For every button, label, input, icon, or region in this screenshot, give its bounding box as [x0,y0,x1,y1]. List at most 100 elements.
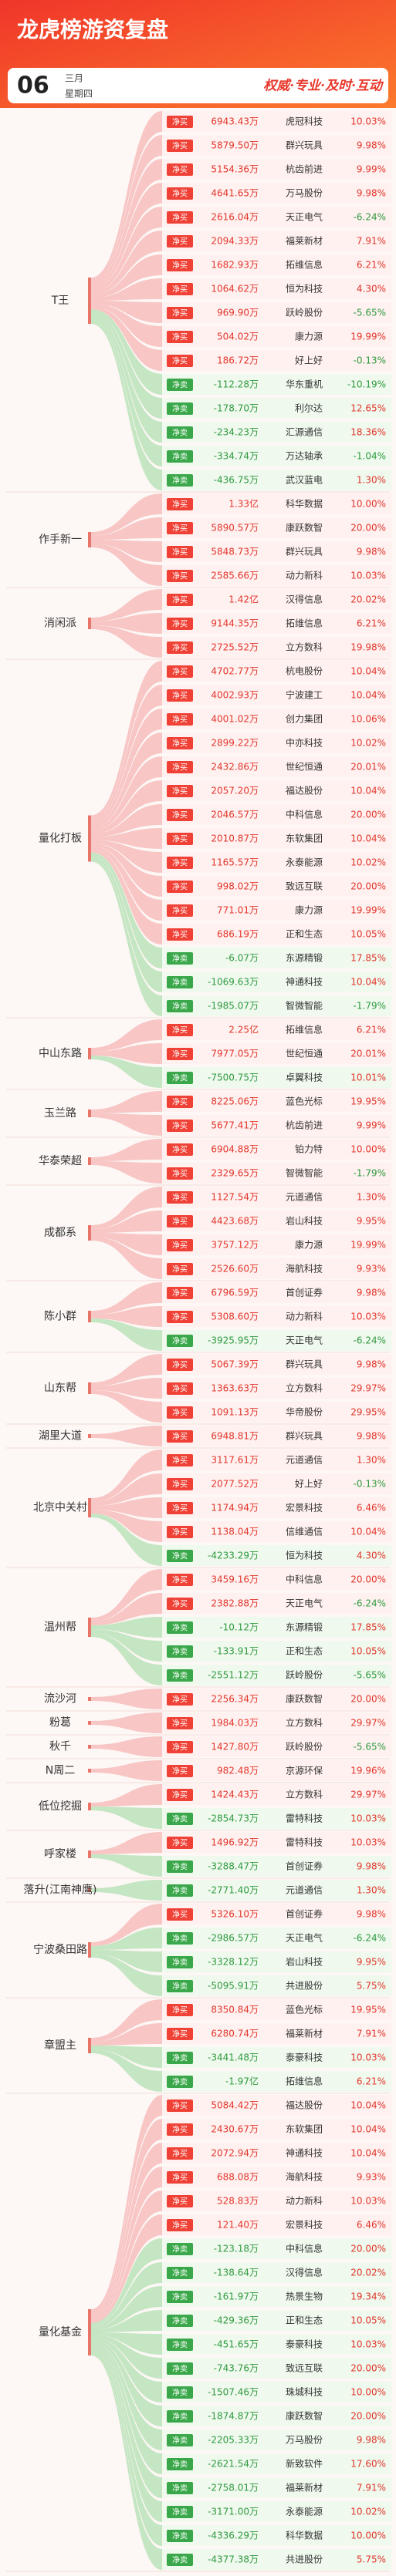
badge: 净卖 [172,1623,188,1633]
change-pct: 10.02% [350,738,386,749]
change-pct: 4.30% [357,284,386,295]
amount: -10.12万 [219,1622,259,1633]
row-bg [162,2238,391,2259]
flow-ribbon [91,231,162,295]
badge: 净买 [172,715,188,725]
change-pct: 29.95% [350,1407,386,1418]
amount: 5067.39万 [211,1359,259,1370]
stock-name: 蓝色光标 [286,2005,323,2015]
trader-name: 秋千 [49,1741,71,1753]
badge-bg [167,2386,193,2399]
amount: 6943.43万 [211,116,259,127]
row-bg [162,1426,391,1446]
badge: 净买 [172,691,188,701]
trader-name: 温州帮 [44,1621,76,1634]
trader-name: 落升(江南神鹰) [24,1884,97,1897]
badge: 净买 [172,547,188,557]
badge-bg [167,2482,193,2494]
row-bg [162,1497,391,1518]
flow-ribbon [91,1760,162,1781]
badge: 净卖 [172,2268,188,2278]
stock-name: 海航科技 [286,2171,323,2183]
badge-bg [167,1359,193,1371]
amount: 2094.33万 [211,236,259,247]
stock-name: 汇源通信 [286,427,323,438]
amount: 4423.68万 [211,1216,259,1227]
badge-bg [167,2123,193,2136]
stock-name: 福莱新材 [286,2028,323,2039]
amount: -436.75万 [214,475,259,486]
amount: 688.08万 [217,2172,259,2183]
row-bg [162,1306,391,1327]
change-pct: 10.00% [350,499,386,510]
stock-name: 中科信息 [286,2243,323,2254]
badge-bg [167,2171,193,2184]
row-bg [162,1067,391,1088]
row-bg [162,207,391,227]
node-bar [88,1225,91,1241]
stock-name: 拓维信息 [286,259,323,271]
badge-bg [167,785,193,797]
badge-bg [167,1574,193,1586]
change-pct: 29.97% [350,1383,386,1394]
stock-name: 康力源 [295,331,323,342]
row-bg [162,2190,391,2211]
badge: 净卖 [172,404,188,414]
change-pct: 6.21% [357,2076,386,2087]
stock-name: 华东重机 [286,379,323,390]
badge: 净买 [172,906,188,916]
badge-bg [167,1143,193,1156]
amount: -123.18万 [214,2244,259,2254]
badge: 净买 [172,1838,188,1848]
stock-name: 汉得信息 [286,594,323,605]
change-pct: 10.00% [350,2387,386,2398]
flow-ribbon [91,661,162,819]
change-pct: -5.65% [354,308,386,318]
amount: -2986.57万 [208,1933,259,1944]
flow-ribbon [91,2190,162,2321]
flow-ribbon [91,1593,162,1625]
stock-name: 群兴玩具 [286,1359,323,1370]
row-bg [162,2047,391,2068]
badge: 净买 [172,1193,188,1203]
stock-name: 跃岭股份 [286,308,323,318]
node-bar [88,278,91,324]
amount: -7500.75万 [208,1072,259,1083]
row-bg [162,374,391,395]
row-bg [162,1378,391,1399]
change-pct: 1.30% [357,1885,386,1896]
change-pct: 9.95% [357,1216,386,1227]
amount: 5308.60万 [211,1312,259,1322]
change-pct: 7.91% [357,2483,386,2494]
badge: 净卖 [172,2412,188,2422]
row-bg [162,1234,391,1255]
flow-ribbon [91,840,162,873]
change-pct: 1.30% [357,475,386,486]
flow-ribbon [91,1019,162,1052]
badge: 净卖 [172,1982,188,1992]
amount: 2382.88万 [211,1598,259,1609]
flow-ribbon [91,2214,162,2323]
change-pct: 1.30% [357,1455,386,1466]
stock-name: 正和生态 [286,929,323,940]
trader-name: 呼家楼 [44,1847,76,1860]
row-bg [162,2406,391,2426]
flow-ribbon [91,1211,162,1233]
row-bg [162,326,391,347]
flow-ribbon [91,589,162,621]
badge-bg [167,379,193,391]
change-pct: 19.34% [350,2291,386,2302]
badge-bg [167,1645,193,1658]
badge: 净买 [172,858,188,868]
row-bg [162,1951,391,1972]
badge-bg [167,331,193,343]
row-bg [162,2143,391,2164]
stock-name: 好上好 [295,1479,323,1490]
badge-bg [167,2219,193,2231]
amount: -138.64万 [214,2268,259,2278]
stock-name: 恒为科技 [286,1551,323,1561]
change-pct: 10.03% [350,1813,386,1824]
badge: 净买 [172,1575,188,1585]
flow-ribbon [91,1473,162,1506]
